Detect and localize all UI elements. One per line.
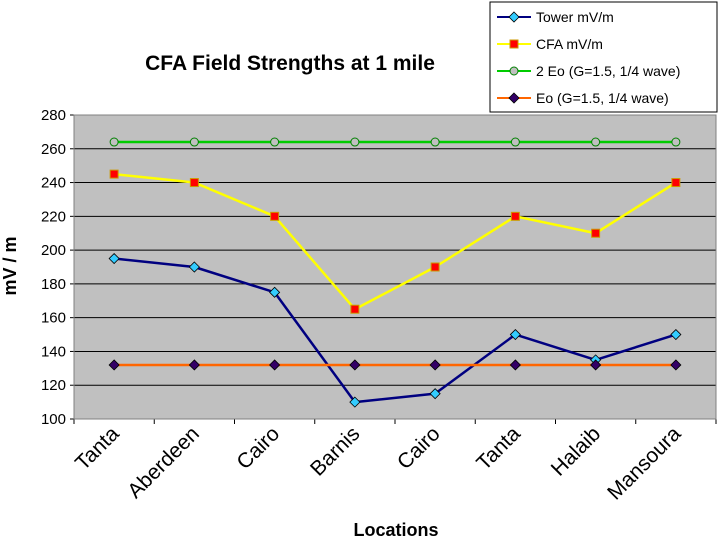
y-axis-title: mV / m — [0, 236, 20, 295]
data-point-eo-g-1-5-1-4-wave — [429, 359, 441, 371]
data-point-2-eo-g-1-5-1-4-wave — [671, 137, 681, 147]
series-markers — [108, 137, 682, 408]
legend-marker-eo-g-1-5-1-4-wave — [508, 92, 520, 104]
legend-label-tower-mv-m: Tower mV/m — [536, 9, 614, 25]
legend-label-cfa-mv-m: CFA mV/m — [536, 36, 603, 52]
legend-marker-cfa-mv-m — [509, 39, 519, 49]
data-point-tower-mv-m — [509, 328, 521, 341]
data-point-cfa-mv-m — [109, 169, 119, 179]
data-point-cfa-mv-m — [671, 178, 681, 188]
data-point-tower-mv-m — [349, 396, 361, 408]
data-point-eo-g-1-5-1-4-wave — [509, 359, 521, 371]
legend: Tower mV/m CFA mV/m 2 Eo (G=1.5, 1/4 wave)… — [489, 1, 718, 113]
data-point-eo-g-1-5-1-4-wave — [590, 359, 602, 371]
data-point-2-eo-g-1-5-1-4-wave — [510, 137, 520, 147]
data-point-tower-mv-m — [188, 261, 200, 273]
data-point-tower-mv-m — [108, 252, 120, 265]
data-point-2-eo-g-1-5-1-4-wave — [591, 137, 601, 147]
x-tick-label: Cairo — [232, 422, 284, 474]
data-point-eo-g-1-5-1-4-wave — [269, 359, 281, 371]
legend-label-2-eo-g-1-5-1-4-wave: 2 Eo (G=1.5, 1/4 wave) — [536, 63, 680, 79]
x-tick-label: Tanta — [71, 422, 124, 475]
x-tick-label: Halaib — [547, 422, 605, 480]
x-tick-label: Barnis — [306, 422, 364, 480]
x-tick-label: Mansoura — [603, 422, 686, 505]
y-tick-label: 180 — [41, 276, 66, 293]
x-tick-label: Cairo — [393, 422, 445, 474]
y-tick-label: 100 — [41, 411, 66, 428]
y-tick-label: 140 — [41, 343, 66, 360]
x-tick-label: Aberdeen — [123, 422, 204, 503]
data-point-2-eo-g-1-5-1-4-wave — [189, 137, 199, 147]
data-point-eo-g-1-5-1-4-wave — [349, 359, 361, 371]
data-point-2-eo-g-1-5-1-4-wave — [430, 137, 440, 147]
data-point-tower-mv-m — [269, 286, 281, 298]
y-axis-ticks: 100 120 140 160 180 200 220 240 260 280 — [41, 107, 74, 428]
data-point-2-eo-g-1-5-1-4-wave — [109, 137, 119, 147]
x-tick-label: Tanta — [472, 422, 525, 475]
y-tick-label: 200 — [41, 242, 66, 259]
legend-label-eo-g-1-5-1-4-wave: Eo (G=1.5, 1/4 wave) — [536, 90, 669, 106]
x-axis-ticks: Tanta Aberdeen Cairo Barnis Cairo Tanta Halaib… — [71, 419, 717, 505]
y-tick-label: 240 — [41, 175, 66, 192]
legend-box — [489, 1, 718, 113]
series-line-cfa-mv-m — [113, 172, 677, 311]
data-point-eo-g-1-5-1-4-wave — [108, 359, 120, 371]
plot-border — [73, 114, 717, 420]
data-point-cfa-mv-m — [430, 262, 440, 272]
series-lines — [113, 140, 677, 404]
y-tick-label: 260 — [41, 141, 66, 158]
plot-area — [74, 115, 716, 419]
data-point-tower-mv-m — [429, 388, 441, 400]
data-point-cfa-mv-m — [350, 304, 360, 314]
data-point-2-eo-g-1-5-1-4-wave — [270, 137, 280, 147]
data-point-cfa-mv-m — [591, 228, 601, 238]
data-point-eo-g-1-5-1-4-wave — [670, 359, 682, 371]
data-point-tower-mv-m — [670, 328, 682, 341]
y-tick-label: 280 — [41, 107, 66, 124]
data-point-cfa-mv-m — [510, 211, 520, 221]
y-tick-label: 120 — [41, 377, 66, 394]
x-axis-title: Locations — [353, 520, 438, 540]
data-point-cfa-mv-m — [189, 178, 199, 188]
data-point-2-eo-g-1-5-1-4-wave — [350, 137, 360, 147]
legend-marker-2-eo-g-1-5-1-4-wave — [509, 66, 519, 76]
y-tick-label: 160 — [41, 310, 66, 327]
data-point-cfa-mv-m — [270, 211, 280, 221]
series-line-tower-mv-m — [113, 257, 677, 404]
y-tick-label: 220 — [41, 208, 66, 225]
chart-title: CFA Field Strengths at 1 mile — [145, 52, 435, 75]
legend-marker-tower-mv-m — [508, 11, 520, 23]
data-point-eo-g-1-5-1-4-wave — [188, 359, 200, 371]
